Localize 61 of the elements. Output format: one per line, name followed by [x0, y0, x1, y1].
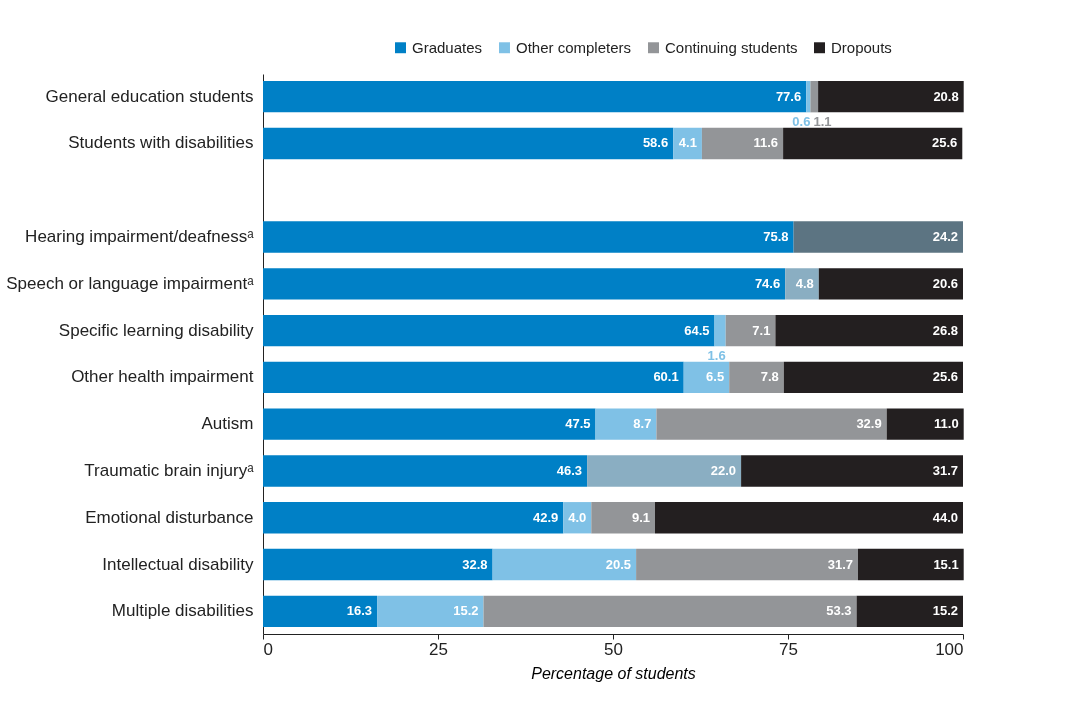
x-tick-label: 0 — [263, 639, 273, 659]
data-label: 7.1 — [752, 322, 771, 338]
data-label: 8.7 — [633, 416, 652, 432]
data-label: 4.1 — [678, 135, 697, 151]
y-tick-label: Autism — [201, 414, 254, 434]
legend-label: Continuing students — [665, 38, 798, 56]
x-tick-label: 75 — [779, 639, 798, 659]
y-tick-label: General education students — [45, 86, 254, 106]
y-tick-label: Intellectual disability — [102, 554, 254, 574]
data-label: 47.5 — [565, 416, 591, 432]
y-tick-label: Speech or language impairmentᵃ — [6, 273, 255, 293]
data-label: 32.9 — [856, 416, 882, 432]
data-label: 15.2 — [453, 603, 479, 619]
data-label: 60.1 — [653, 369, 679, 385]
data-label: 75.8 — [763, 229, 789, 245]
data-label: 42.9 — [532, 509, 559, 525]
y-tick-label: Emotional disturbance — [85, 507, 254, 527]
data-label: 4.8 — [795, 275, 814, 291]
data-label: 15.2 — [932, 603, 958, 619]
data-label: 77.6 — [775, 88, 802, 104]
legend-label: Graduates — [412, 38, 483, 56]
data-label: 20.6 — [932, 275, 958, 291]
data-label: 46.3 — [556, 462, 583, 478]
data-label: 58.6 — [642, 135, 669, 151]
data-label: 1.1 — [813, 113, 832, 129]
data-label: 26.8 — [932, 322, 958, 338]
data-label: 74.6 — [754, 275, 781, 291]
y-tick-label: Students with disabilities — [68, 133, 254, 153]
legend-label: Other completers — [516, 38, 632, 56]
data-label: 31.7 — [827, 556, 853, 572]
data-label: 11.6 — [753, 135, 779, 151]
x-tick-label: 25 — [429, 639, 448, 659]
data-label: 20.5 — [605, 556, 632, 572]
data-label: 53.3 — [826, 603, 852, 619]
data-label: 44.0 — [932, 509, 958, 525]
y-tick-label: Specific learning disability — [58, 320, 254, 340]
data-label: 25.6 — [931, 135, 958, 151]
data-label: 9.1 — [631, 509, 650, 525]
data-label: 31.7 — [932, 462, 958, 478]
legend-label: Dropouts — [831, 38, 892, 56]
data-label: 11.0 — [934, 416, 959, 432]
data-label: 16.3 — [346, 603, 373, 619]
data-label: 64.5 — [684, 322, 710, 338]
y-tick-label: Other health impairment — [71, 367, 254, 387]
data-label: 6.5 — [706, 369, 725, 385]
data-label: 22.0 — [710, 462, 737, 478]
y-tick-label: Multiple disabilities — [111, 601, 254, 621]
x-axis-title: Percentage of students — [531, 664, 696, 682]
x-tick-label: 50 — [604, 639, 623, 659]
data-label: 0.6 — [792, 113, 811, 129]
data-label: 32.8 — [462, 556, 488, 572]
data-label: 4.0 — [568, 509, 587, 525]
data-label: 20.8 — [933, 88, 959, 104]
data-label: 25.6 — [932, 369, 958, 385]
y-tick-label: Traumatic brain injuryᵃ — [84, 460, 255, 480]
y-tick-label: Hearing impairment/deafnessᵃ — [25, 227, 255, 247]
data-label: 15.1 — [933, 556, 959, 572]
data-label: 7.8 — [760, 369, 779, 385]
data-label: 24.2 — [932, 229, 958, 245]
x-tick-label: 100 — [935, 639, 964, 659]
data-label: 1.6 — [707, 347, 726, 363]
